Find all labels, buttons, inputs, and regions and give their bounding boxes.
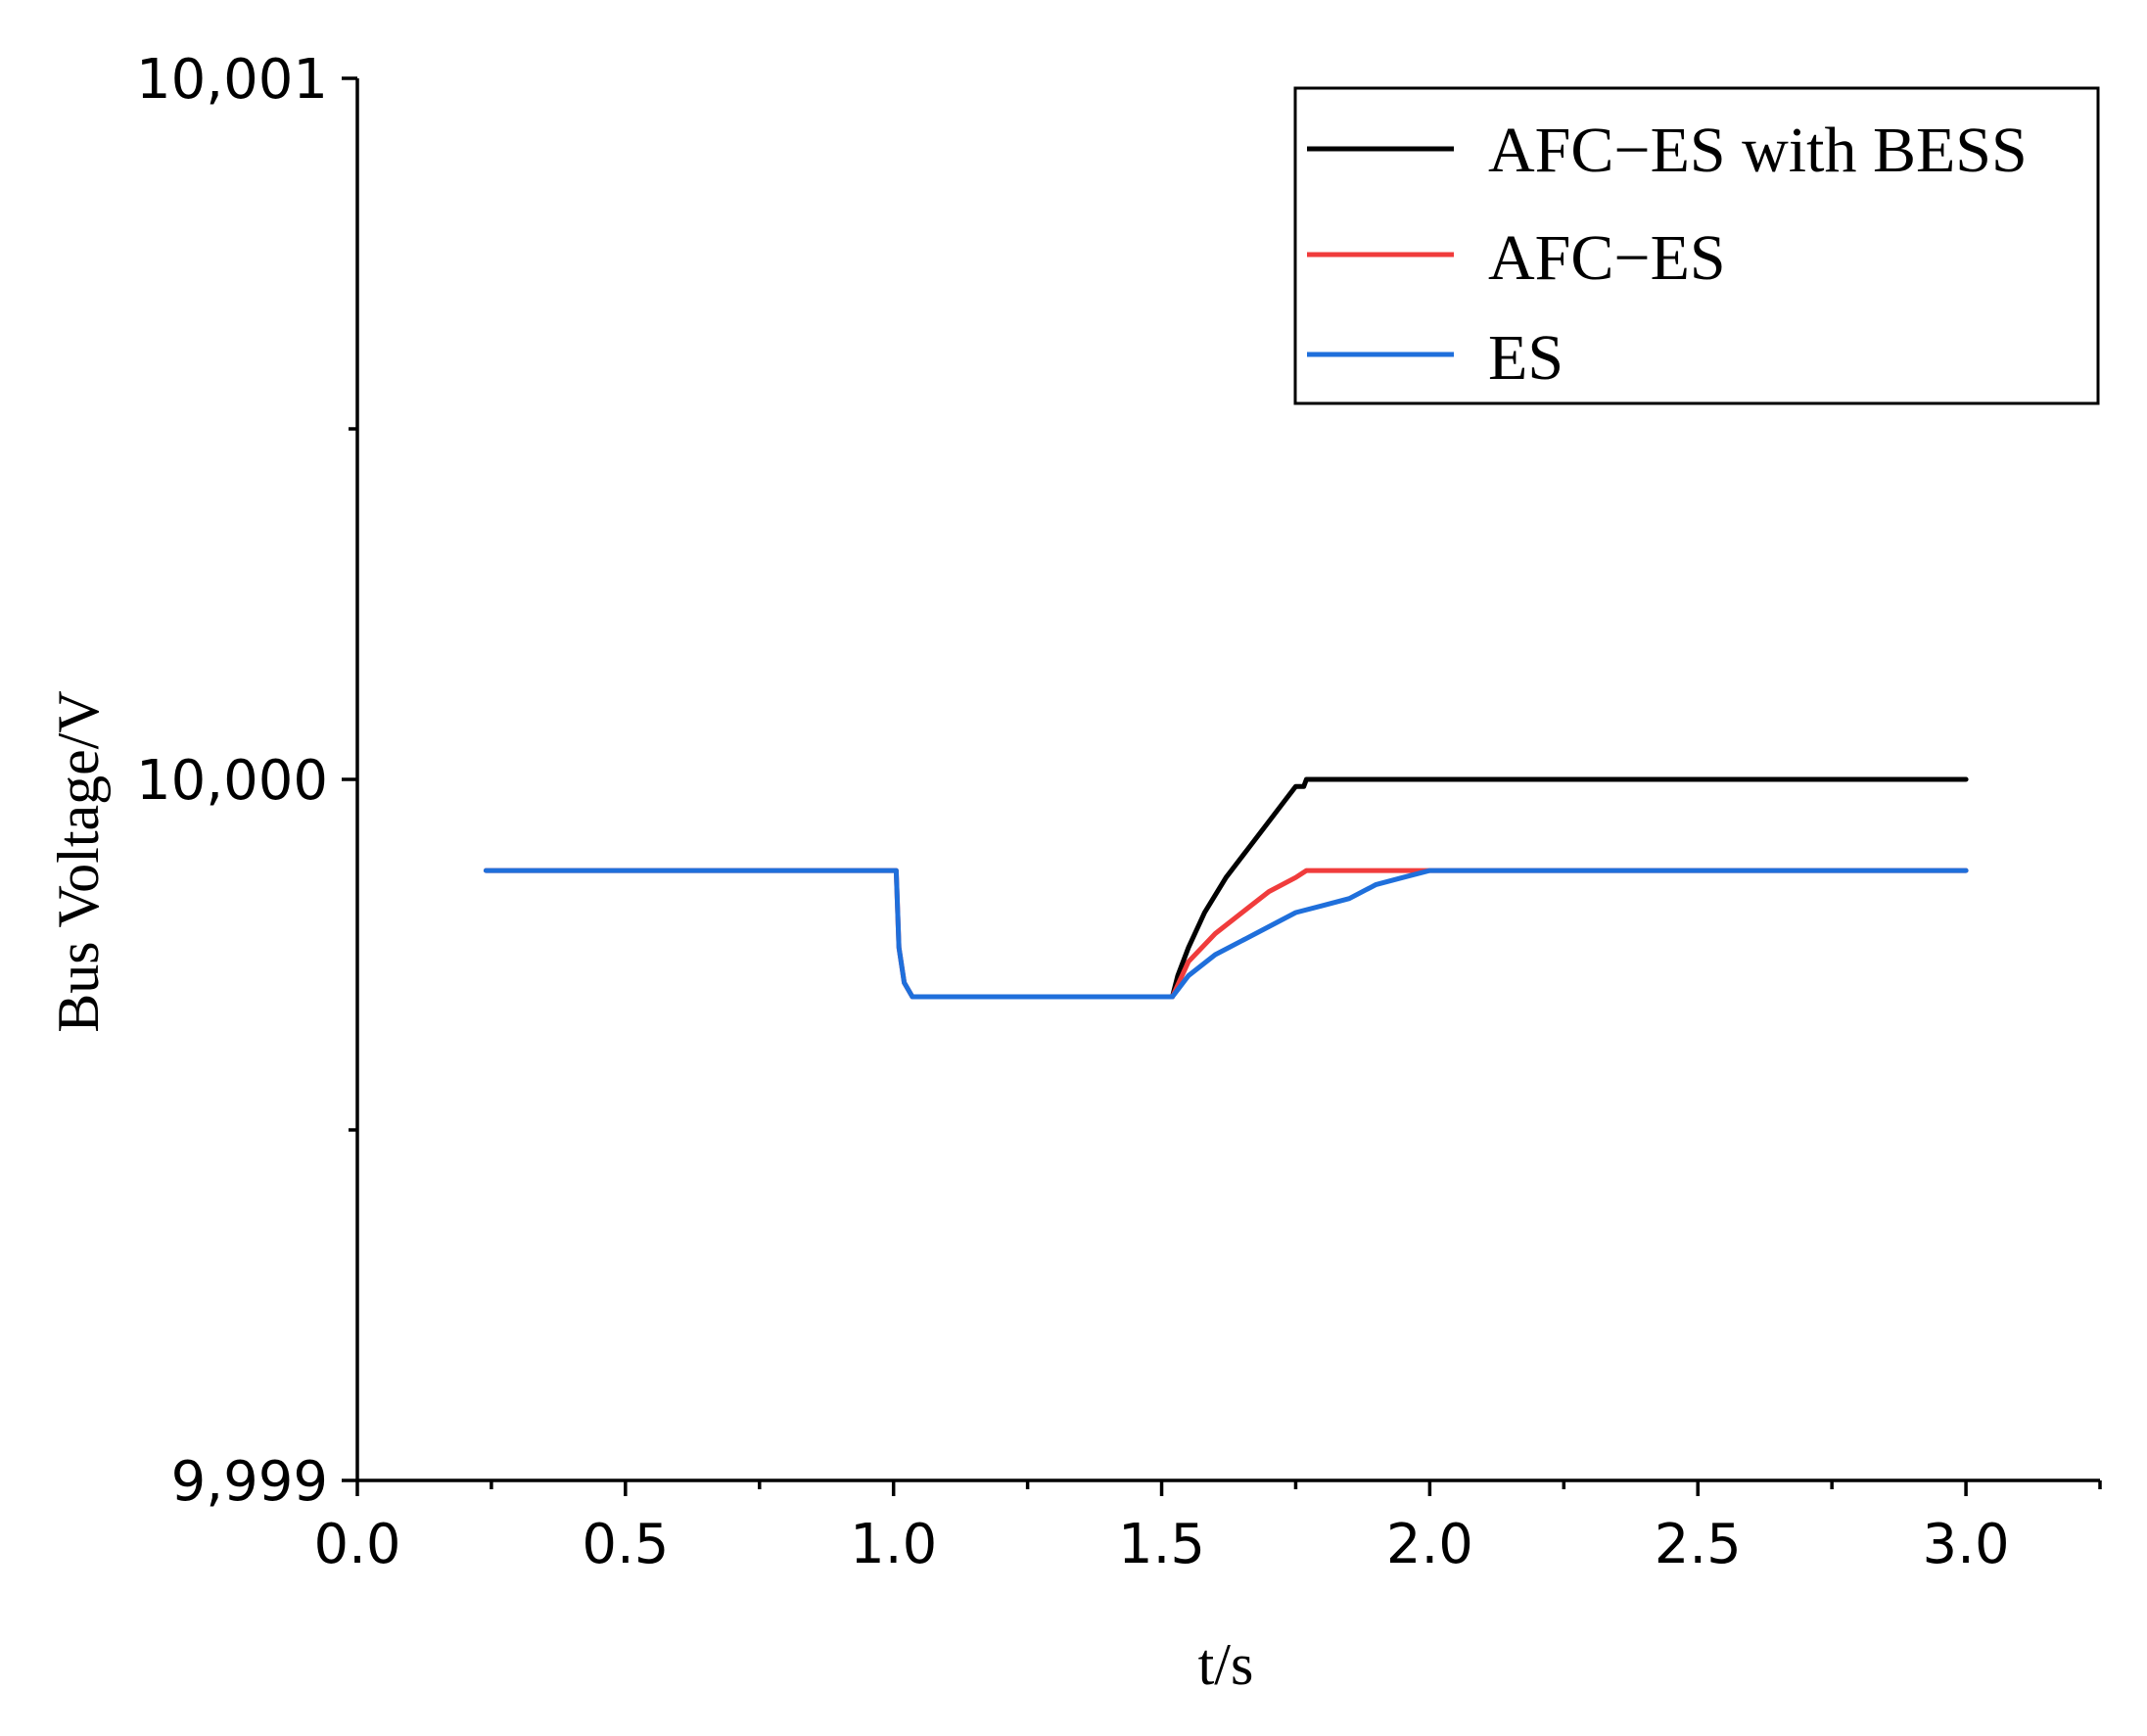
y-tick-label: 10,000: [136, 749, 328, 813]
legend-item-afc-es: AFC−ES: [1307, 222, 1726, 294]
x-tick-label: 0.0: [313, 1513, 400, 1576]
x-tick-label: 2.5: [1655, 1513, 1742, 1576]
y-tick-label: 10,001: [136, 48, 328, 112]
legend-box: [1293, 86, 2100, 405]
series-layer: [483, 776, 1969, 1000]
series-line-afc-es: [483, 868, 1969, 1000]
legend-item-afc-es-with-bess: AFC−ES with BESS: [1307, 115, 2028, 186]
x-tick-label: 3.0: [1923, 1513, 2010, 1576]
legend: AFC−ES with BESS AFC−ES ES: [1293, 86, 2100, 405]
legend-label-afc-es: AFC−ES: [1488, 222, 1726, 294]
legend-item-es: ES: [1307, 322, 1564, 394]
x-axis-ticks: 0.0 0.5 1.0 1.5 2.0 2.5 3.0: [313, 1480, 2102, 1576]
series-line-es: [483, 868, 1969, 1000]
x-tick-label: 0.5: [582, 1513, 669, 1576]
x-tick-label: 2.0: [1386, 1513, 1473, 1576]
y-axis-title: Bus Voltage/V: [46, 690, 111, 1032]
x-tick-label: 1.5: [1118, 1513, 1205, 1576]
y-axis-ticks: 9,999 10,000 10,001: [136, 48, 357, 1514]
legend-label-afc-es-with-bess: AFC−ES with BESS: [1488, 115, 2028, 186]
x-axis-title: t/s: [1198, 1632, 1254, 1697]
y-tick-label: 9,999: [171, 1450, 328, 1514]
series-line-afc-es-with-bess: [1170, 776, 1969, 1000]
legend-label-es: ES: [1488, 322, 1564, 394]
x-tick-label: 1.0: [850, 1513, 937, 1576]
